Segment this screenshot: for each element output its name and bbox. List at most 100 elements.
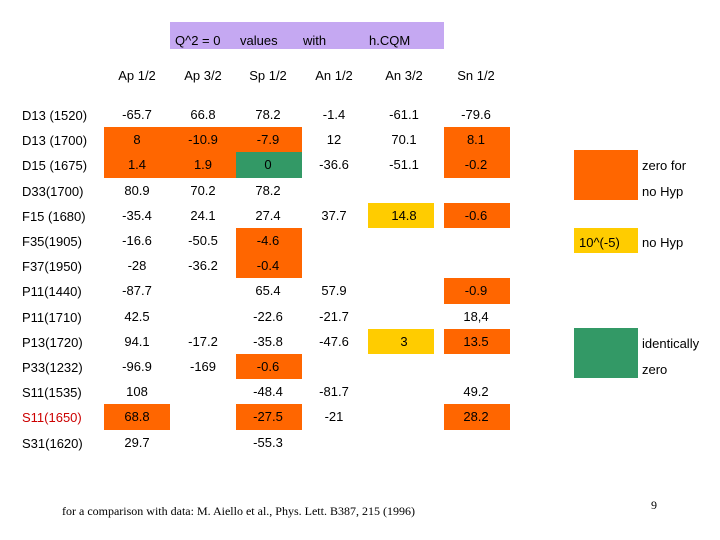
cell-highlight — [444, 202, 510, 228]
table-cell: 57.9 — [321, 283, 347, 299]
title-part-q2: Q^2 = 0 — [175, 33, 221, 48]
legend-ten-pow: 10^(-5) — [579, 235, 620, 250]
cell-highlight — [236, 127, 302, 153]
column-header: Ap 1/2 — [118, 68, 156, 83]
table-cell: -17.2 — [188, 333, 218, 349]
table-cell: 24.1 — [190, 207, 216, 223]
table-cell: -55.3 — [253, 434, 283, 450]
table-cell: -36.2 — [188, 258, 218, 274]
table-cell: 78.2 — [255, 107, 281, 122]
table-cell: -7.9 — [256, 132, 280, 148]
table-cell: 13.5 — [463, 333, 489, 349]
table-cell: -21 — [324, 409, 344, 425]
cell-highlight — [236, 404, 302, 430]
table-cell: 8 — [133, 132, 141, 148]
table-cell: 8.1 — [466, 132, 486, 148]
table-cell: 42.5 — [124, 308, 150, 324]
cell-highlight — [104, 152, 170, 178]
table-cell: 108 — [126, 384, 148, 400]
page-number: 9 — [651, 498, 657, 512]
table-cell: -47.6 — [319, 333, 349, 349]
row-label: S31(1620) — [22, 435, 83, 451]
table-cell: -48.4 — [253, 384, 283, 400]
row-label: D13 (1520) — [22, 108, 88, 123]
table-cell: -50.5 — [188, 233, 218, 248]
table-cell: 18,4 — [463, 308, 489, 324]
table-cell: -36.6 — [319, 157, 349, 173]
table-cell: -1.4 — [322, 107, 346, 122]
table-cell: 78.2 — [255, 182, 281, 198]
table-cell: 66.8 — [190, 107, 216, 122]
table-cell: 68.8 — [124, 409, 150, 425]
legend-zero-for: zero for — [642, 158, 687, 173]
row-label: S11(1535) — [22, 385, 82, 401]
table-cell: -0.2 — [464, 157, 488, 173]
row-label: F35(1905) — [22, 234, 82, 249]
cell-highlight — [104, 127, 170, 153]
table-cell: -28 — [127, 258, 147, 274]
cell-highlight — [236, 152, 302, 178]
table-cell: 70.1 — [391, 132, 417, 148]
table-cell: -51.1 — [389, 157, 419, 173]
table-cell: -81.7 — [319, 384, 349, 400]
column-header: Sn 1/2 — [457, 68, 495, 83]
row-label: S11(1650) — [22, 410, 82, 426]
table-cell: -16.6 — [122, 233, 152, 248]
table-cell: -65.7 — [122, 107, 152, 122]
cell-highlight — [444, 152, 510, 178]
table-cell: -0.6 — [464, 207, 488, 223]
row-label: P11(1710) — [22, 309, 82, 325]
table-cell: 94.1 — [124, 333, 150, 349]
cell-highlight — [236, 253, 302, 279]
table-cell: -27.5 — [253, 409, 283, 425]
row-label: P11(1440) — [22, 284, 82, 300]
cell-highlight — [236, 354, 302, 380]
table-cell: -0.4 — [256, 258, 280, 274]
cell-highlight — [104, 404, 170, 430]
row-label: F15 (1680) — [22, 208, 86, 224]
row-label: D15 (1675) — [22, 158, 88, 174]
legend-no-hyp-1: no Hyp — [642, 184, 684, 199]
title-banner — [170, 22, 444, 49]
column-header: Ap 3/2 — [184, 68, 222, 83]
table-cell: -35.8 — [253, 333, 283, 349]
table-cell: 80.9 — [124, 182, 150, 198]
table-cell: 3 — [400, 333, 408, 349]
table-cell: 70.2 — [190, 182, 216, 198]
title-part-model: h.CQM — [369, 33, 411, 48]
table-cell: -87.7 — [122, 283, 152, 299]
table-cell: -35.4 — [122, 207, 152, 223]
citation-footer: for a comparison with data: M. Aiello et… — [62, 504, 415, 518]
table-cell: -21.7 — [319, 308, 349, 324]
table-cell: -79.6 — [461, 107, 491, 122]
cell-highlight — [236, 228, 302, 254]
row-label: P13(1720) — [22, 334, 83, 350]
row-label: P33(1232) — [22, 360, 83, 375]
legend-orange-swatch — [574, 150, 638, 200]
table-cell: -0.9 — [464, 283, 488, 299]
table-cell: -22.6 — [253, 308, 283, 324]
cell-highlight — [368, 202, 434, 228]
table-cell: 29.7 — [124, 434, 150, 450]
row-label: D33(1700) — [22, 183, 84, 199]
legend-identically: identically — [642, 336, 700, 351]
table-cell: 49.2 — [463, 384, 489, 400]
table-cell: -0.6 — [256, 359, 280, 374]
table-cell: 12 — [326, 132, 342, 148]
title-part-with: with — [303, 33, 327, 48]
table-cell: 14.8 — [391, 207, 417, 223]
table-cell: 28.2 — [463, 409, 489, 425]
cell-highlight — [444, 404, 510, 430]
table-cell: 1.9 — [193, 157, 213, 173]
table-cell: -96.9 — [122, 359, 152, 374]
column-header: An 3/2 — [385, 68, 423, 83]
row-label: F37(1950) — [22, 259, 82, 275]
table-cell: -4.6 — [256, 233, 280, 248]
cell-highlight — [170, 127, 236, 153]
legend-no-hyp-2: no Hyp — [642, 235, 684, 250]
cell-highlight — [444, 328, 510, 354]
cell-highlight — [444, 127, 510, 153]
table-cell: 1.4 — [127, 157, 147, 173]
table-cell: -10.9 — [188, 132, 218, 148]
row-label: D13 (1700) — [22, 133, 88, 149]
